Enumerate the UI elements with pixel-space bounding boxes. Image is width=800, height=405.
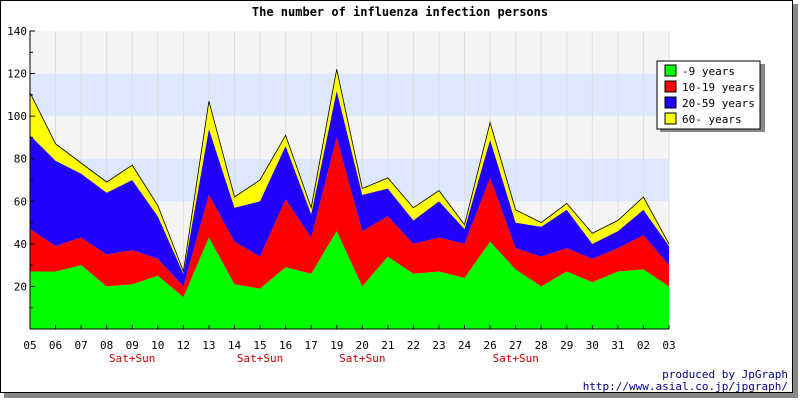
area-9-years	[30, 231, 669, 329]
x-tick-label: 26	[483, 339, 496, 352]
axes	[29, 30, 670, 330]
x-tick-label: 22	[407, 339, 420, 352]
y-tick-label: 140	[7, 25, 27, 38]
y-tick-label: 60	[14, 195, 27, 208]
weekend-labels: Sat+Sun Sat+Sun Sat+Sun Sat+Sun	[109, 352, 539, 365]
y-tick-label: 40	[14, 238, 27, 251]
legend-swatch	[664, 80, 677, 93]
x-tick-label: 06	[49, 339, 62, 352]
x-tick-label: 20	[356, 339, 369, 352]
x-tick-label: 14	[228, 339, 242, 352]
chart-title: The number of influenza infection person…	[252, 5, 548, 19]
y-tick-label: 80	[14, 153, 27, 166]
credit-line-2[interactable]: http://www.asial.co.jp/jpgraph/	[583, 380, 788, 393]
area-10-19-years	[30, 137, 669, 298]
x-tick-label: 05	[23, 339, 36, 352]
x-tick-label: 13	[202, 339, 215, 352]
x-tick-label: 24	[458, 339, 472, 352]
credit-line-1: produced by JpGraph	[662, 368, 788, 381]
x-tick-labels: 05 06 07 08 09 10 12 13 14 15 16 17 19 20 21 22 23 24 26 27…	[23, 339, 675, 352]
legend-swatch	[664, 64, 677, 77]
y-tick-label: 20	[14, 280, 27, 293]
x-tick-label: 30	[586, 339, 599, 352]
weekend-label: Sat+Sun	[109, 352, 155, 365]
x-tick-label: 31	[611, 339, 624, 352]
x-tick-label: 21	[381, 339, 394, 352]
x-tick-label: 09	[126, 339, 139, 352]
x-tick-label: 27	[509, 339, 522, 352]
x-tick-label: 19	[330, 339, 343, 352]
legend-label: 20-59 years	[682, 97, 755, 110]
weekend-label: Sat+Sun	[339, 352, 385, 365]
x-tick-label: 10	[151, 339, 164, 352]
weekend-label: Sat+Sun	[492, 352, 538, 365]
legend-swatch	[664, 96, 677, 109]
plot-band	[30, 31, 669, 74]
legend-swatch	[664, 112, 677, 125]
legend: -9 years 10-19 years 20-59 years 60- years	[656, 60, 765, 132]
plot-band	[30, 73, 669, 117]
x-tick-label: 02	[637, 339, 650, 352]
legend-label: 60- years	[682, 113, 742, 126]
x-tick-label: 08	[100, 339, 113, 352]
legend-label: -9 years	[682, 65, 735, 78]
x-tick-label: 17	[305, 339, 318, 352]
weekend-label: Sat+Sun	[237, 352, 283, 365]
x-tick-label: 03	[662, 339, 675, 352]
series-areas	[29, 69, 670, 329]
y-tick-label: 100	[7, 110, 27, 123]
x-tick-label: 07	[74, 339, 87, 352]
x-tick-label: 16	[279, 339, 292, 352]
total-outline	[29, 69, 670, 274]
x-tick-label: 15	[253, 339, 266, 352]
x-tick-label: 29	[560, 339, 573, 352]
x-tick-label: 23	[432, 339, 445, 352]
y-tick-label: 120	[7, 68, 27, 81]
x-tick-label: 28	[535, 339, 548, 352]
y-tick-labels: 20 40 60 80 100 120 140	[7, 25, 27, 293]
x-tick-label: 12	[177, 339, 190, 352]
legend-label: 10-19 years	[682, 81, 755, 94]
